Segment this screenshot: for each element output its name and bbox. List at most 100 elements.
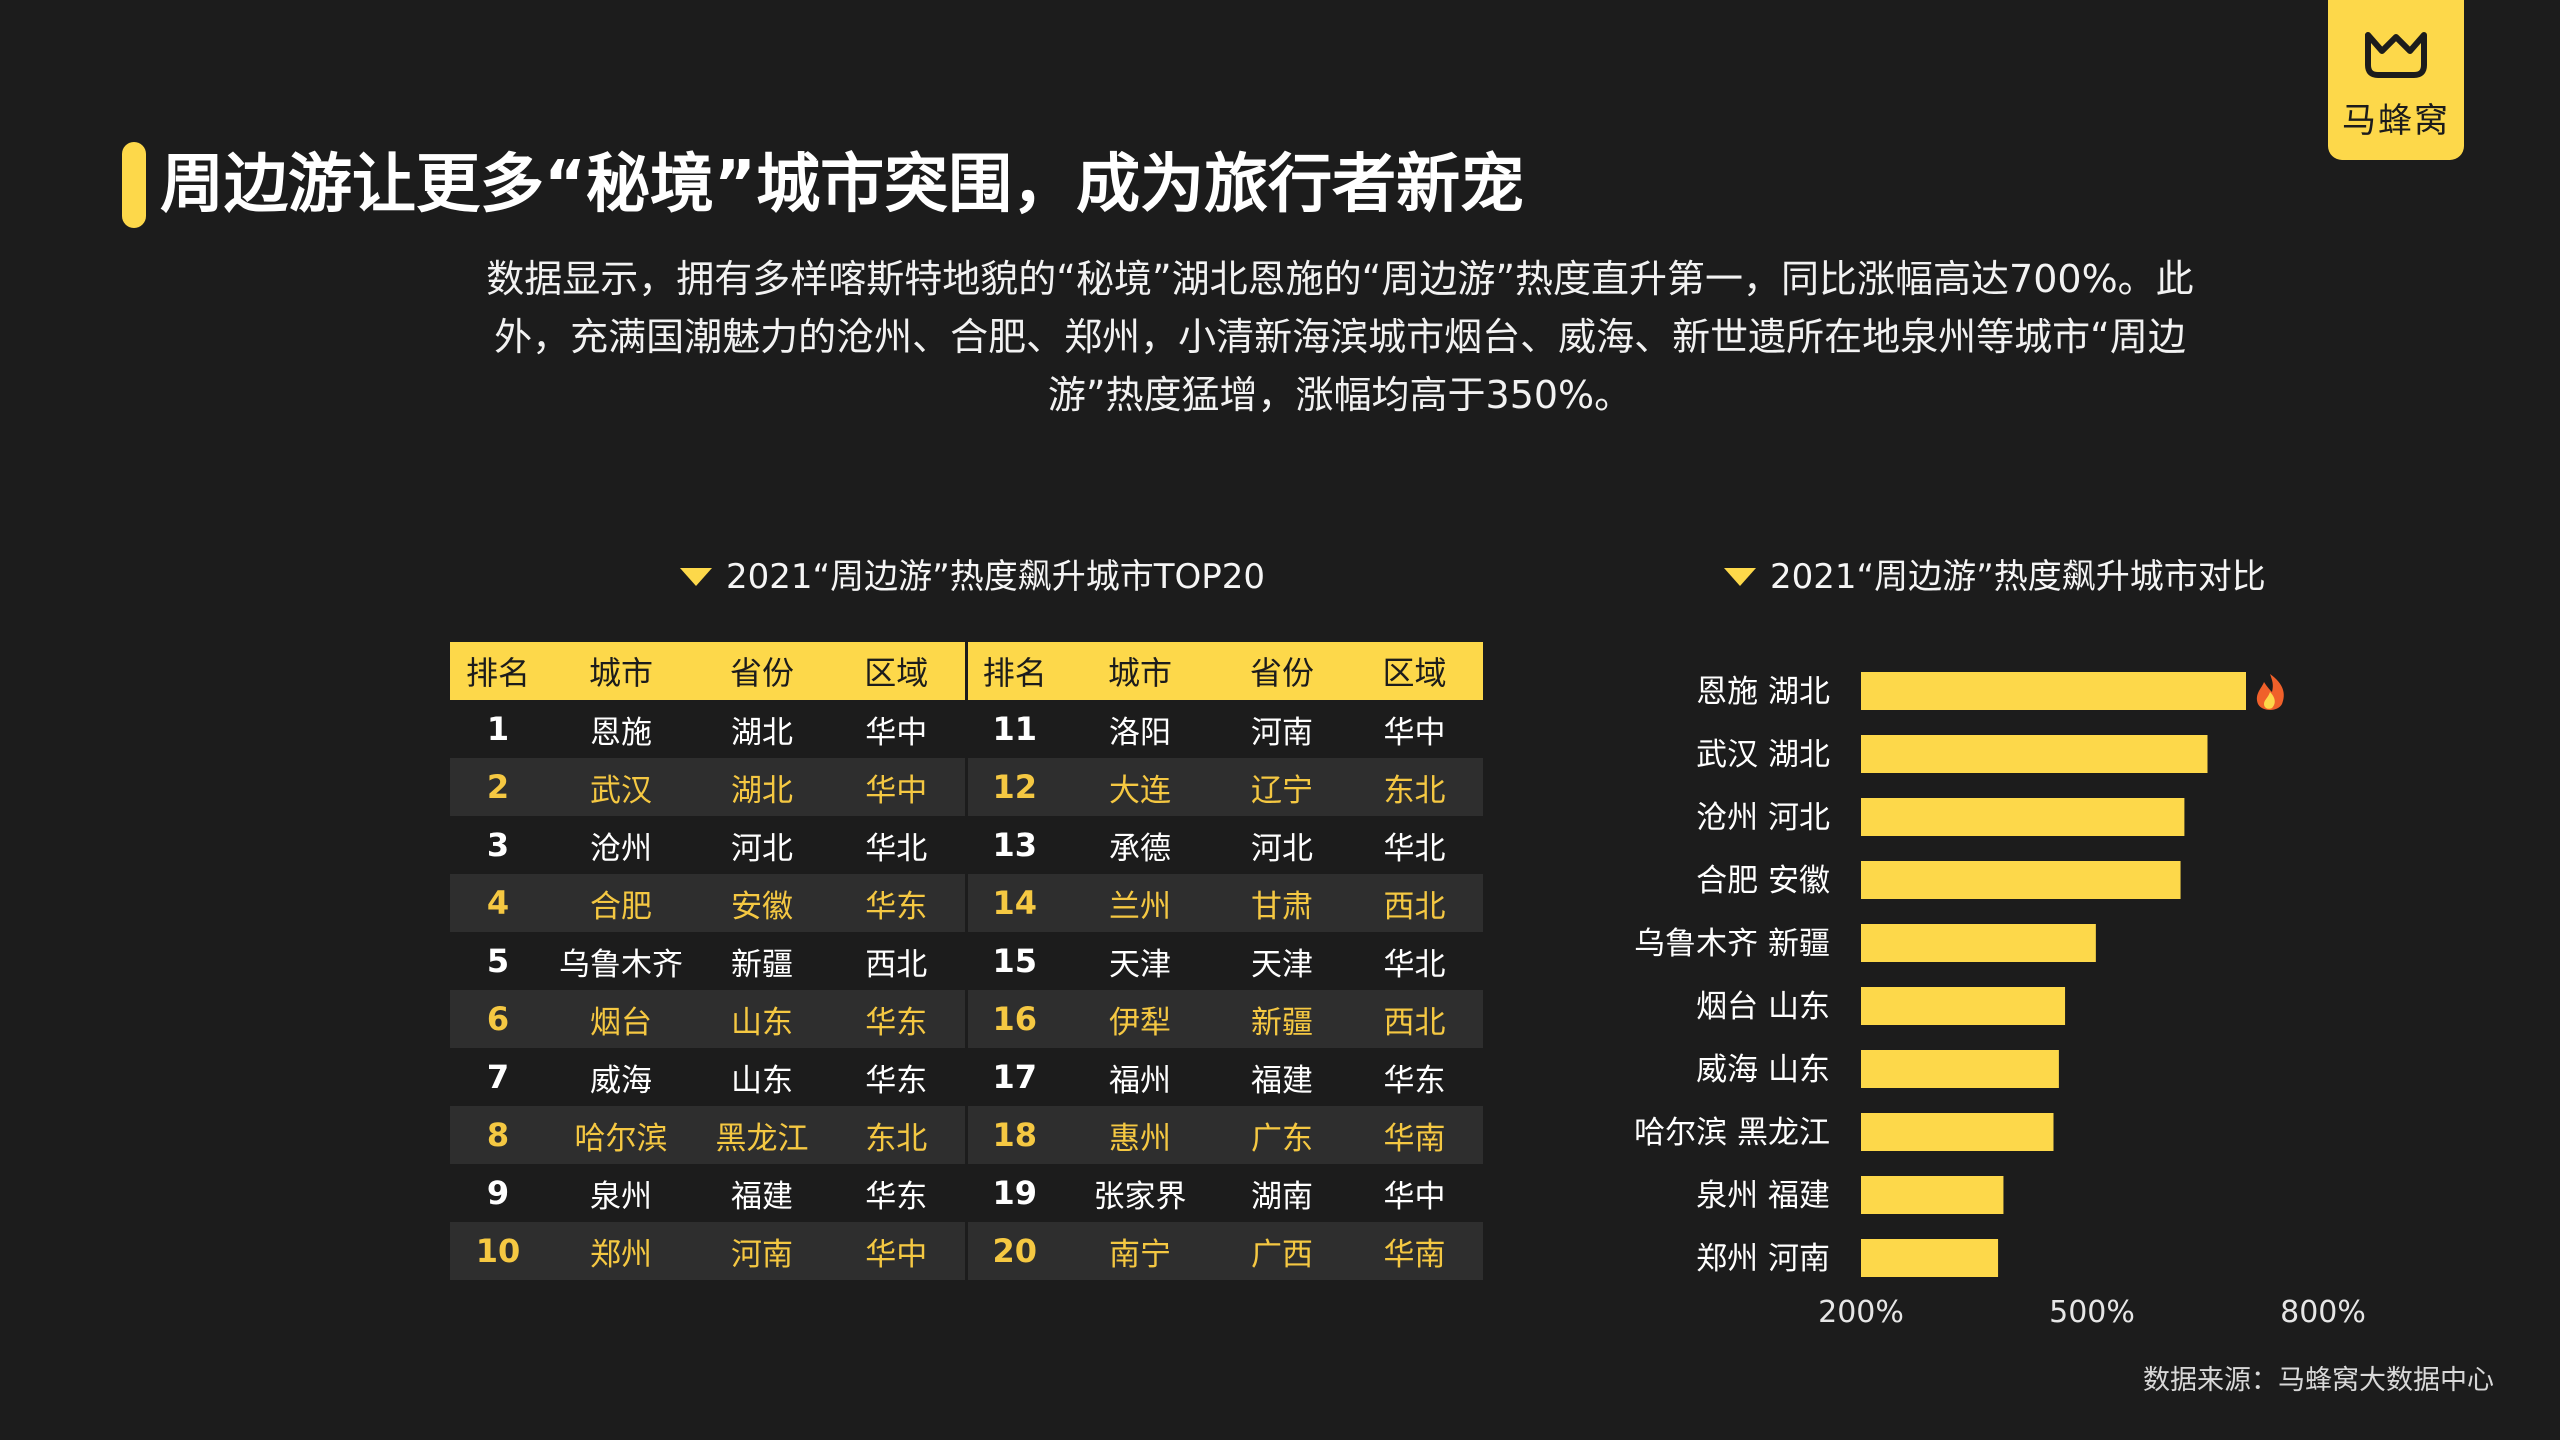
bar (1861, 735, 2208, 773)
table-row: 1 恩施 湖北 华中 11 洛阳 河南 华中 (450, 700, 1483, 758)
table-cell: 新疆 (1218, 990, 1346, 1048)
table-header-cell: 排名 (964, 642, 1062, 700)
table-header-cell: 区域 (1346, 642, 1483, 700)
table-row: 10 郑州 河南 华中 20 南宁 广西 华南 (450, 1222, 1483, 1280)
table-cell: 大连 (1062, 758, 1218, 816)
table-cell: 承德 (1109, 830, 1171, 867)
bar (1861, 924, 2096, 962)
table-row: 3 沧州 河北 华北 13 承德 河北 华北 (450, 816, 1483, 874)
table-cell: 福建 (1251, 1062, 1313, 1099)
table-cell: 西北 (865, 946, 928, 983)
table-cell: 哈尔滨 (546, 1106, 696, 1164)
table-cell: 辽宁 (1218, 758, 1346, 816)
table-cell: 湖北 (696, 758, 828, 816)
bar (1861, 1113, 2054, 1151)
rank-cell: 10 (450, 1222, 546, 1280)
table-cell: 泉州 (590, 1178, 652, 1215)
rank-cell: 3 (486, 826, 510, 864)
table-cell: 天津 (1251, 946, 1313, 983)
bar (1861, 672, 2246, 710)
category-label: 泉州 福建 (1696, 1178, 1830, 1214)
table-cell: 河北 (1251, 830, 1313, 867)
table-cell: 河北 (731, 830, 793, 867)
table-header-cell: 城市 (1062, 642, 1218, 700)
table-cell: 河南 (1251, 714, 1313, 751)
table-cell: 张家界 (1093, 1178, 1187, 1215)
table-cell: 山东 (731, 1062, 793, 1099)
x-tick-label: 800% (2280, 1295, 2366, 1330)
table-cell: 华南 (1346, 1222, 1483, 1280)
fire-icon (2256, 674, 2284, 710)
rank-cell: 6 (450, 990, 546, 1048)
table-cell: 东北 (1346, 758, 1483, 816)
table-cell: 华东 (828, 990, 966, 1048)
table-cell: 西北 (1346, 874, 1483, 932)
table-cell: 华中 (1383, 1178, 1446, 1215)
table-row: 5 乌鲁木齐 新疆 西北 15 天津 天津 华北 (450, 932, 1483, 990)
table-row: 8 哈尔滨 黑龙江 东北 18 惠州 广东 华南 (450, 1106, 1483, 1164)
category-label: 烟台 山东 (1696, 989, 1830, 1025)
table-cell: 华东 (865, 1178, 928, 1215)
table-cell: 福州 (1109, 1062, 1171, 1099)
table-cell: 惠州 (1062, 1106, 1218, 1164)
table-cell: 洛阳 (1109, 714, 1171, 751)
table-cell: 黑龙江 (696, 1106, 828, 1164)
category-label: 乌鲁木齐 新疆 (1634, 926, 1830, 962)
rank-cell: 12 (964, 758, 1062, 816)
rank-cell: 17 (964, 1048, 1062, 1106)
table-cell: 广东 (1218, 1106, 1346, 1164)
rank-cell: 1 (486, 710, 510, 748)
table-cell: 福建 (731, 1178, 793, 1215)
mafengwo-logo: 马蜂窝 (2328, 0, 2464, 160)
page-title: 周边游让更多“秘境”城市突围，成为旅行者新宠 (160, 148, 1525, 222)
intro-paragraph: 数据显示，拥有多样喀斯特地貌的“秘境”湖北恩施的“周边游”热度直升第一，同比涨幅… (486, 257, 2194, 417)
rank-cell: 2 (450, 758, 546, 816)
table-cell: 南宁 (1062, 1222, 1218, 1280)
title-accent-bar (122, 142, 146, 228)
category-label: 武汉 湖北 (1696, 737, 1830, 773)
m-logo-icon (2365, 31, 2427, 78)
table-cell: 沧州 (590, 830, 652, 867)
table-cell: 兰州 (1062, 874, 1218, 932)
brand-name: 马蜂窝 (2342, 100, 2450, 141)
table-cell: 安徽 (696, 874, 828, 932)
table-cell: 湖北 (731, 714, 793, 751)
ranking-table: 排名 城市 省份 区域 排名 城市 省份 区域 1 恩施 湖北 华中 11 洛阳 河南 华中 2 武汉 湖北 华中 1… (450, 642, 1483, 1280)
rank-cell: 14 (964, 874, 1062, 932)
rank-cell: 4 (450, 874, 546, 932)
category-label: 沧州 河北 (1696, 800, 1830, 836)
table-cell: 河南 (696, 1222, 828, 1280)
table-row: 9 泉州 福建 华东 19 张家界 湖南 华中 (450, 1164, 1483, 1222)
rank-cell: 20 (964, 1222, 1062, 1280)
category-label: 合肥 安徽 (1696, 863, 1830, 899)
rank-cell: 5 (486, 942, 510, 980)
table-cell: 广西 (1218, 1222, 1346, 1280)
table-section-title: 2021“周边游”热度飙升城市TOP20 (680, 555, 1265, 599)
table-cell: 华南 (1346, 1106, 1483, 1164)
rank-cell: 7 (486, 1058, 510, 1096)
table-cell: 华中 (828, 1222, 966, 1280)
bar (1861, 1176, 2004, 1214)
rank-cell: 15 (964, 932, 1062, 990)
rank-cell: 9 (486, 1174, 510, 1212)
table-cell: 新疆 (731, 946, 793, 983)
bar (1861, 861, 2181, 899)
table-cell: 西北 (1346, 990, 1483, 1048)
table-cell: 华东 (865, 1062, 928, 1099)
rank-cell: 19 (964, 1164, 1062, 1222)
table-header-cell: 区域 (828, 642, 966, 700)
category-label: 威海 山东 (1696, 1052, 1830, 1088)
table-header-cell: 排名 (450, 642, 546, 700)
table-cell: 华东 (1383, 1062, 1446, 1099)
bar (1861, 987, 2066, 1025)
table-title: 2021“周边游”热度飙升城市TOP20 (726, 557, 1266, 597)
table-cell: 乌鲁木齐 (559, 946, 683, 983)
table-cell: 华中 (1383, 714, 1446, 751)
table-cell: 烟台 (546, 990, 696, 1048)
data-source: 数据来源：马蜂窝大数据中心 (2143, 1365, 2494, 1396)
x-tick-label: 500% (2049, 1295, 2135, 1330)
table-cell: 甘肃 (1218, 874, 1346, 932)
category-label: 郑州 河南 (1696, 1241, 1830, 1277)
table-row: 6 烟台 山东 华东 16 伊犁 新疆 西北 (450, 990, 1483, 1048)
